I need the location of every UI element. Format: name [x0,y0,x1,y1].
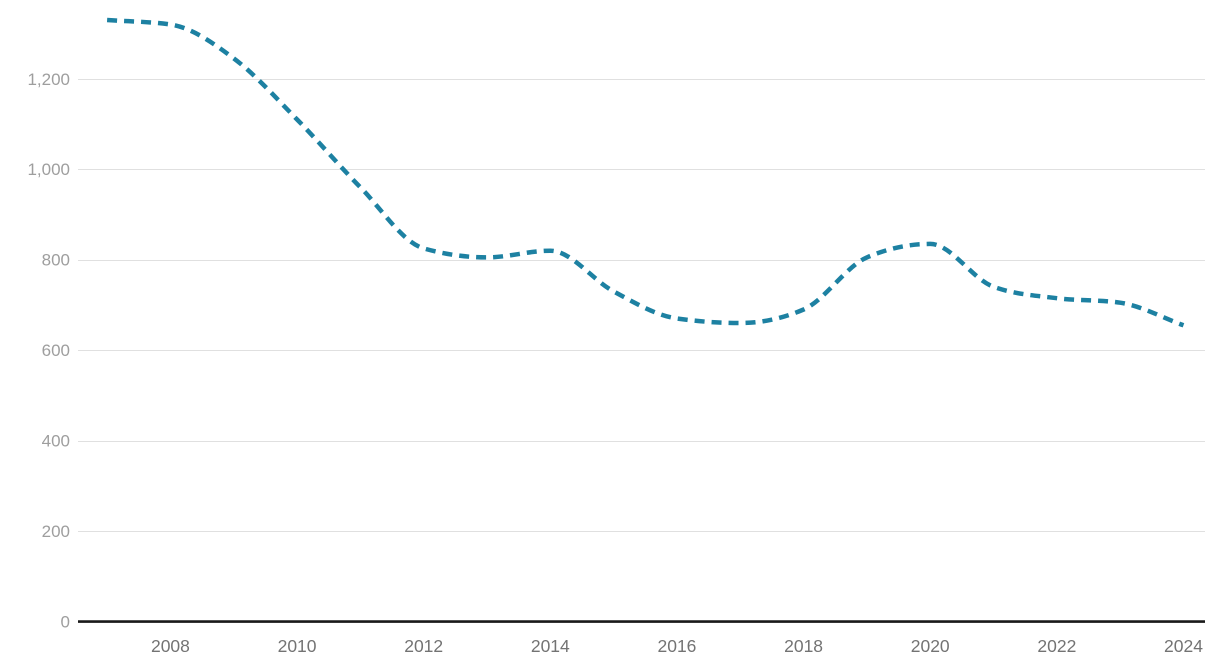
x-tick-label: 2014 [531,636,570,656]
y-tick-label: 800 [42,251,70,270]
x-tick-label: 2012 [404,636,443,656]
x-tick-label: 2010 [278,636,317,656]
data-line [106,17,1185,328]
y-tick-label: 1,200 [27,70,70,89]
x-tick-label: 2020 [911,636,950,656]
x-tick-label: 2016 [657,636,696,656]
x-tick-label: 2022 [1037,636,1076,656]
x-tick-label: 2024 [1164,636,1203,656]
x-tick-label: 2008 [151,636,190,656]
y-tick-label: 1,000 [27,160,70,179]
y-tick-label: 400 [42,432,70,451]
y-tick-label: 0 [61,613,70,632]
x-tick-label: 2018 [784,636,823,656]
y-tick-label: 200 [42,522,70,541]
y-tick-label: 600 [42,341,70,360]
